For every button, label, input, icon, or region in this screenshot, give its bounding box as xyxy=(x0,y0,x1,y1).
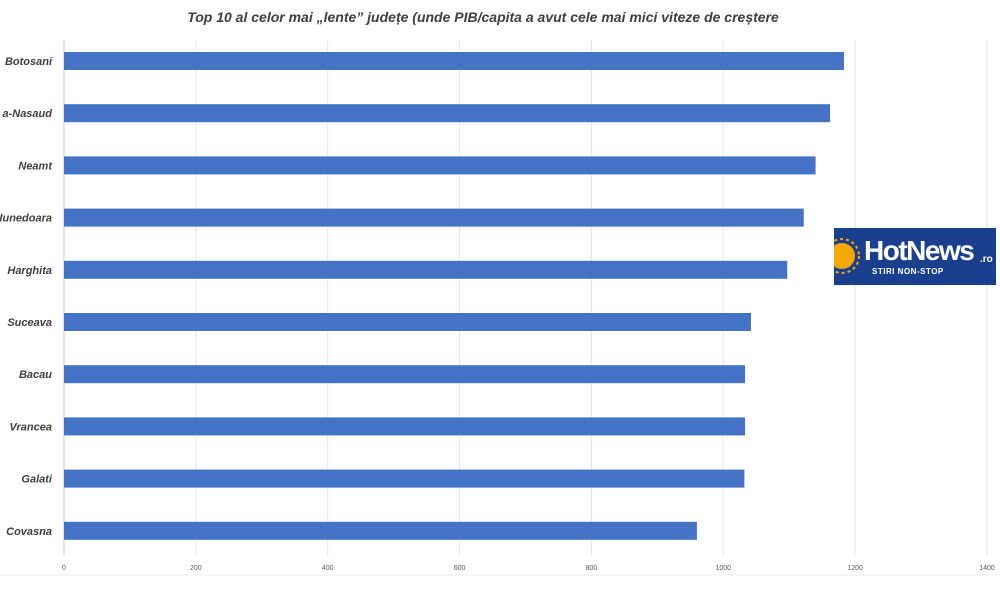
bar xyxy=(64,156,816,175)
category-label: Vrancea xyxy=(9,421,52,433)
x-tick-label: 600 xyxy=(454,565,466,572)
logo-tagline: STIRI NON-STOP xyxy=(872,267,944,276)
category-label: Neamt xyxy=(18,160,53,172)
hotnews-logo: HotNews .ro STIRI NON-STOP xyxy=(834,228,996,285)
bar xyxy=(64,365,746,384)
gridlines xyxy=(63,40,988,556)
logo-brand: HotNews xyxy=(864,235,975,266)
bar xyxy=(64,469,745,488)
category-label: a-Nasaud xyxy=(2,108,52,120)
category-label: Bacau xyxy=(19,369,52,381)
x-tick-label: 400 xyxy=(322,565,334,572)
logo-domain: .ro xyxy=(980,254,993,265)
bar xyxy=(64,52,844,70)
x-tick-labels: 0 200 400 600 800 1000 1200 1400 xyxy=(62,565,995,572)
bars xyxy=(64,52,844,540)
category-labels: Botosani a-Nasaud Neamt Iunedoara Harghita Su… xyxy=(0,56,53,538)
category-label: Galati xyxy=(21,474,53,486)
category-label: Suceava xyxy=(7,317,52,329)
category-label: Covasna xyxy=(6,526,52,538)
x-tick-label: 1200 xyxy=(847,565,863,572)
x-tick-label: 800 xyxy=(586,565,598,572)
bar xyxy=(64,208,804,227)
category-label: Botosani xyxy=(5,56,53,68)
x-tick-label: 200 xyxy=(190,565,202,572)
category-label: Iunedoara xyxy=(0,213,52,225)
category-label: Harghita xyxy=(7,265,52,277)
chart-title: Top 10 al celor mai „lente” județe (unde… xyxy=(187,9,779,25)
bar xyxy=(64,104,831,123)
bar xyxy=(64,313,751,331)
sun-icon xyxy=(834,238,860,274)
bar xyxy=(64,417,746,436)
bar xyxy=(64,260,788,279)
bar xyxy=(64,521,697,540)
x-tick-label: 1400 xyxy=(979,565,995,572)
x-tick-label: 0 xyxy=(62,565,66,572)
x-tick-label: 1000 xyxy=(715,565,731,572)
